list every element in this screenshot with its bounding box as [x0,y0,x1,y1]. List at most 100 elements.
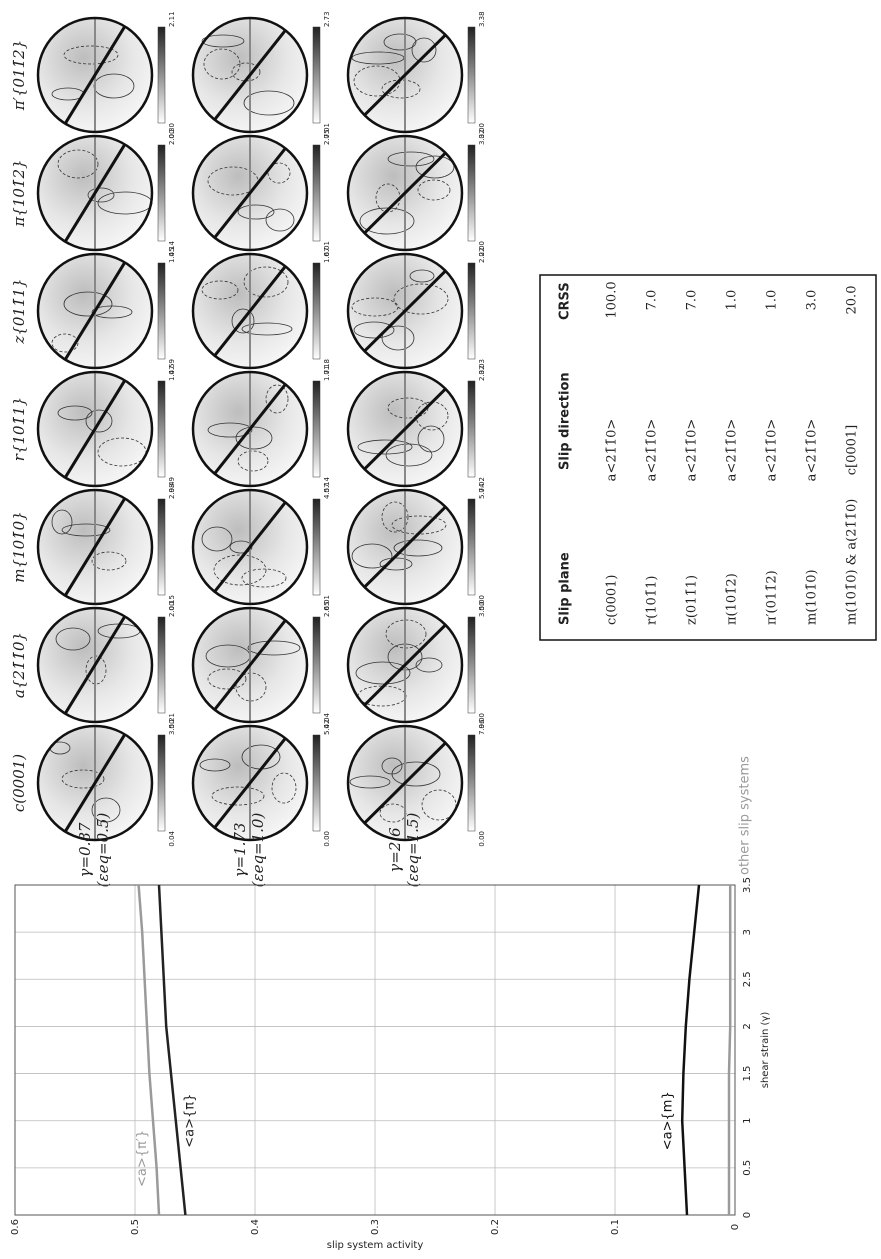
colorbar-min: 0.18 [323,359,331,375]
table-cell: 1.0 [765,290,780,311]
pole-figure [191,134,309,252]
series-label: <a>{π} [182,1094,197,1148]
pole-figure [346,606,464,724]
y-tick-label: 0.6 [10,1219,21,1235]
table-cell: 7.0 [685,290,700,311]
x-tick-label: 0 [742,1212,753,1218]
table-header: CRSS [558,282,573,320]
pole-figure-outline [346,16,464,134]
y-tick-label: 0.4 [250,1219,261,1235]
column-header: m{101̄0} [10,511,28,582]
row-label-eq: (εeq=1.5) [404,813,422,888]
colorbar [312,26,321,124]
contour [247,640,301,656]
contour [201,526,233,552]
contour [381,757,403,775]
contour [57,405,93,421]
foliation [213,147,287,239]
colorbar [312,616,321,714]
contour [207,668,247,690]
colorbar [157,262,166,360]
pole-figure [36,370,154,488]
pole-figure-outline [346,606,464,724]
pole-figure-outline [346,370,464,488]
y-axis-title: slip system activity [327,1240,424,1251]
table-cell: a<21̄1̄0> [645,419,660,482]
contour [211,786,265,806]
colorbar [157,26,166,124]
colorbar-min: 0.04 [323,712,331,728]
table-frame [539,274,877,641]
pole-figure-outline [346,488,464,606]
colorbar-max: 2.00 [168,129,176,145]
x-axis-title: shear strain (γ) [760,1012,771,1089]
table-cell: a<21̄1̄0> [805,419,820,482]
colorbar-min: 0.00 [323,831,331,847]
table-cell: c[0001] [845,425,860,476]
pole-figure-outline [36,134,154,252]
series-line [137,884,161,1216]
pole-figure [36,134,154,252]
pole-figure-outline [36,252,154,370]
colorbar-min: 0.00 [478,123,486,139]
contour [349,775,391,789]
pole-figure [36,606,154,724]
table-cell: 100.0 [605,281,620,318]
pole-figure [346,134,464,252]
pole-figure [346,16,464,134]
pole-figure [346,370,464,488]
colorbar [157,144,166,242]
colorbar-max: 3.50 [168,719,176,735]
contour [383,33,417,51]
colorbar-max: 1.71 [323,365,331,381]
foliation [63,497,127,597]
contour [235,426,273,450]
contour [241,568,287,588]
table-cell: m(101̄0) [805,569,820,625]
pole-figure [191,252,309,370]
contour [387,151,435,167]
colorbar-max: 2.65 [323,601,331,617]
contour [265,208,295,232]
pole-figure-outline [346,134,464,252]
colorbar-max: 3.50 [478,601,486,617]
pole-figure [36,16,154,134]
colorbar-max: 5.42 [323,719,331,735]
contour [229,540,253,554]
pole-figure [191,488,309,606]
contour [203,48,241,80]
colorbar-min: 0.49 [168,477,176,493]
colorbar-max: 2.11 [168,11,176,27]
series-label: other slip systems [738,756,753,875]
plot-frame [14,884,736,1216]
colorbar-max: 1.67 [323,247,331,263]
colorbar-max: 2.73 [323,11,331,27]
foliation [363,387,447,471]
contour [393,283,449,315]
contour [201,34,245,48]
colorbar [467,144,476,242]
foliation [63,143,127,243]
pole-figure [346,488,464,606]
contour [55,627,91,651]
colorbar-min: 0.01 [323,241,331,257]
colorbar-min: 0.04 [168,830,176,846]
colorbar [467,616,476,714]
contour [393,539,443,557]
contour [359,207,415,235]
colorbar-min: 0.00 [478,831,486,847]
foliation [213,501,287,593]
table-cell: 3.0 [805,290,820,311]
contour [381,501,409,533]
foliation [213,265,287,357]
contour [87,187,115,203]
colorbar-max: 4.57 [323,483,331,499]
table-cell: π′(011̄2) [765,570,780,625]
column-header: π′{011̄2} [10,40,28,112]
foliation [363,505,447,589]
table-cell: 20.0 [845,286,860,315]
colorbar-min: 0.30 [168,123,176,139]
pole-figure [346,724,464,842]
y-tick-label: 0 [730,1224,741,1230]
